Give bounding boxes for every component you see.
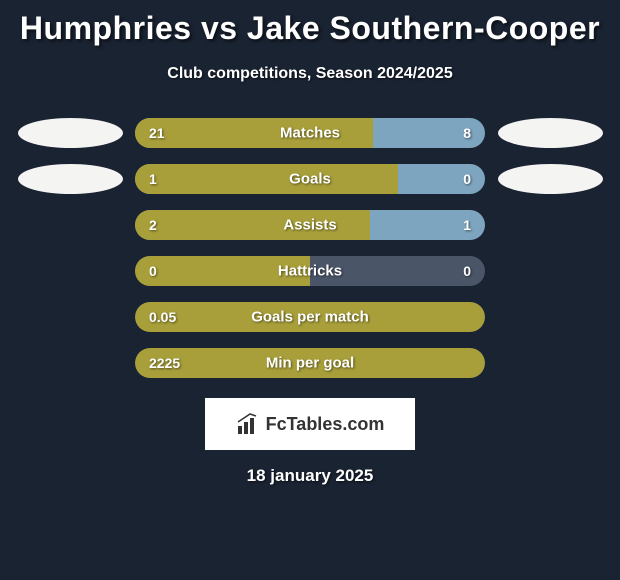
stat-bar: 00Hattricks [135, 256, 485, 286]
stat-row: 218Matches [10, 118, 610, 148]
avatar-left [15, 164, 125, 194]
player-avatar-left [18, 164, 123, 194]
page-title: Humphries vs Jake Southern-Cooper [10, 10, 610, 47]
logo-box[interactable]: FcTables.com [205, 398, 415, 450]
player-avatar-right [498, 164, 603, 194]
stat-bar: 218Matches [135, 118, 485, 148]
stat-label: Hattricks [278, 263, 342, 280]
player-avatar-left [18, 118, 123, 148]
stat-row: 0.05Goals per match [10, 302, 610, 332]
date-label: 18 january 2025 [10, 466, 610, 486]
subtitle: Club competitions, Season 2024/2025 [10, 65, 610, 83]
logo-text: FcTables.com [266, 414, 385, 435]
stat-bar: 10 Goals [135, 164, 485, 194]
stat-row: 21Assists [10, 210, 610, 240]
stat-label: Matches [280, 125, 340, 142]
stats-container: 218Matches10Goals21Assists00Hattricks0.0… [10, 118, 610, 378]
avatar-right [495, 164, 605, 194]
stat-right-value: 8 [373, 118, 485, 148]
stat-bar: 0.05Goals per match [135, 302, 485, 332]
stat-bar: 2225Min per goal [135, 348, 485, 378]
stat-bar: 21Assists [135, 210, 485, 240]
player-avatar-right [498, 118, 603, 148]
stat-row: 00Hattricks [10, 256, 610, 286]
stat-label: Goals per match [251, 309, 369, 326]
stat-label: Assists [283, 217, 336, 234]
stat-row: 10 Goals [10, 164, 610, 194]
stat-left-value: 1 [135, 164, 398, 194]
stat-right-value: 0 [398, 164, 486, 194]
stat-row: 2225Min per goal [10, 348, 610, 378]
stat-right-value: 1 [370, 210, 486, 240]
avatar-right [495, 118, 605, 148]
stat-label: Min per goal [266, 355, 354, 372]
avatar-left [15, 118, 125, 148]
stat-label: Goals [289, 171, 331, 188]
chart-icon [236, 412, 260, 436]
